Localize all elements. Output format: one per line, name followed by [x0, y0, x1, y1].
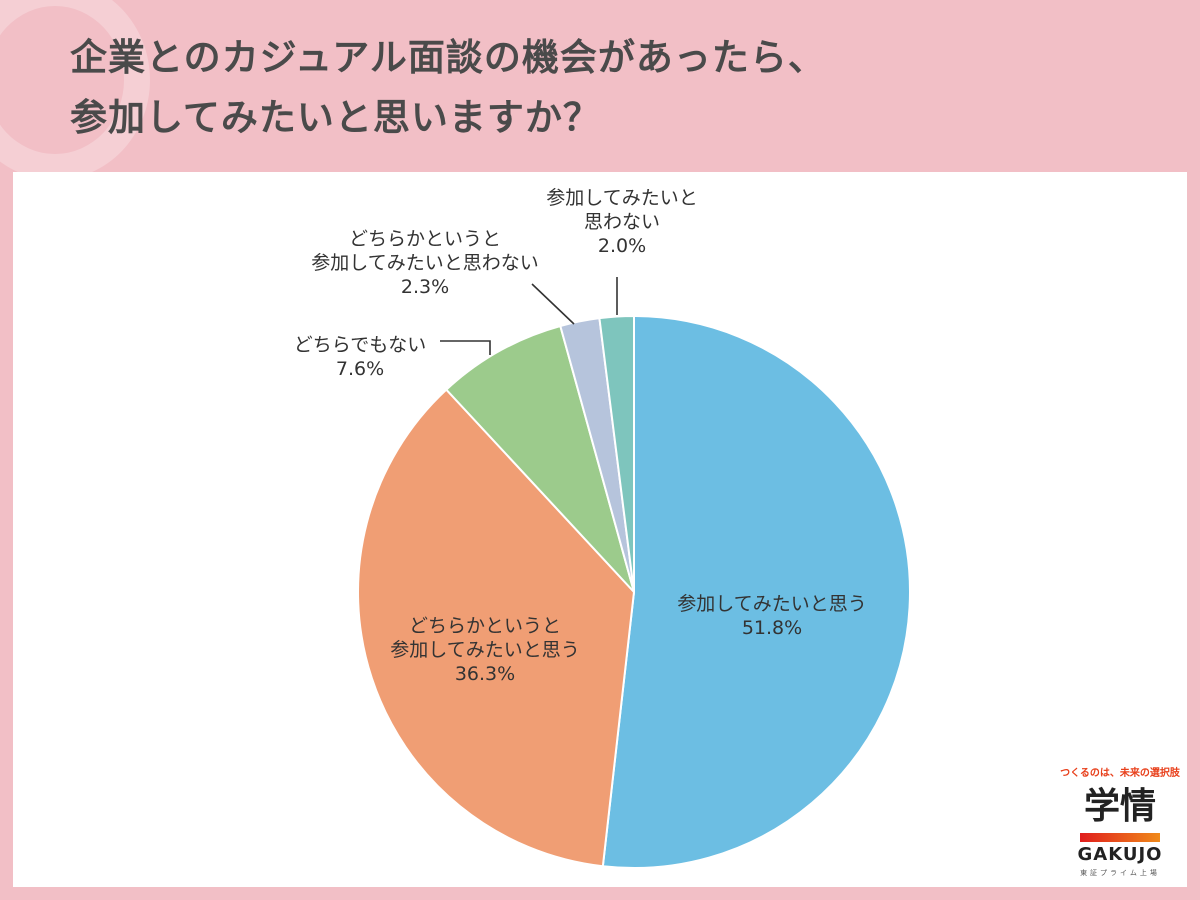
- gakujo-logo: つくるのは、未来の選択肢 学情 GAKUJO 東証プライム上場: [1052, 764, 1188, 878]
- logo-sub: 東証プライム上場: [1080, 869, 1160, 877]
- title-line-1: 企業とのカジュアル面談の機会があったら、: [70, 36, 826, 79]
- logo-kanji: 学情: [1083, 786, 1156, 827]
- label-yes: 参加してみたいと思う 51.8%: [677, 593, 867, 639]
- label-neutral: どちらでもない 7.6%: [293, 334, 427, 380]
- chart-title: 企業とのカジュアル面談の機会があったら、 参加してみたいと思いますか？: [70, 28, 826, 148]
- logo-bar: [1080, 833, 1160, 842]
- label-somewhat-no: どちらかというと 参加してみたいと思わない 2.3%: [311, 228, 539, 298]
- pie-slice: [357, 388, 636, 868]
- leader-line-neutral: [440, 340, 491, 355]
- label-somewhat-yes: どちらかというと 参加してみたいと思う 36.3%: [390, 615, 580, 685]
- title-line-2: 参加してみたいと思いますか？: [70, 96, 601, 139]
- leader-line-somewhat-no: [531, 283, 575, 325]
- logo-english: GAKUJO: [1077, 844, 1163, 865]
- logo-tagline: つくるのは、未来の選択肢: [1060, 768, 1180, 779]
- pie-slice: [601, 314, 911, 869]
- label-no: 参加してみたいと 思わない 2.0%: [546, 187, 698, 257]
- pie-slice: [598, 314, 635, 593]
- pie-slice: [444, 324, 635, 593]
